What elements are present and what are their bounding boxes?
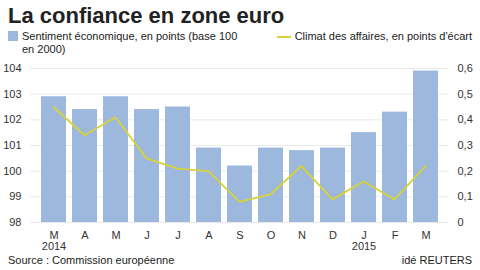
svg-text:102: 102: [3, 113, 21, 125]
svg-text:F: F: [392, 229, 399, 241]
svg-text:J2015: J2015: [352, 229, 376, 252]
html-text:Source : Commission européenne: Source : Commission européenne: [8, 254, 175, 266]
svg-text:0,1: 0,1: [458, 190, 473, 202]
svg-text:104: 104: [3, 62, 21, 74]
svg-text:O: O: [267, 229, 276, 241]
svg-text:0,5: 0,5: [458, 88, 473, 100]
svg-text:J: J: [144, 229, 150, 241]
svg-text:98: 98: [9, 216, 21, 228]
svg-text:N: N: [298, 229, 306, 241]
svg-text:M2014: M2014: [42, 229, 66, 252]
svg-text:0: 0: [458, 216, 464, 228]
html-text:idé REUTERS: idé REUTERS: [401, 254, 472, 266]
svg-text:A: A: [81, 229, 89, 241]
svg-text:J: J: [175, 229, 181, 241]
svg-text:S: S: [236, 229, 243, 241]
svg-text:0,4: 0,4: [458, 113, 473, 125]
svg-text:99: 99: [9, 190, 21, 202]
svg-text:0,2: 0,2: [458, 165, 473, 177]
html-text:La confiance en zone euro: La confiance en zone euro: [8, 3, 285, 28]
svg-text:103: 103: [3, 88, 21, 100]
svg-text:0,6: 0,6: [458, 62, 473, 74]
svg-text:M: M: [421, 229, 430, 241]
svg-text:M: M: [111, 229, 120, 241]
html-text:Climat des affaires, en points: Climat des affaires, en points d'écart: [294, 30, 472, 42]
svg-text:100: 100: [3, 165, 21, 177]
svg-text:0,3: 0,3: [458, 139, 473, 151]
svg-text:A: A: [205, 229, 213, 241]
svg-text:D: D: [329, 229, 337, 241]
svg-text:101: 101: [3, 139, 21, 151]
html-text:Sentiment économique, en point: Sentiment économique, en points (base 10…: [22, 30, 238, 55]
